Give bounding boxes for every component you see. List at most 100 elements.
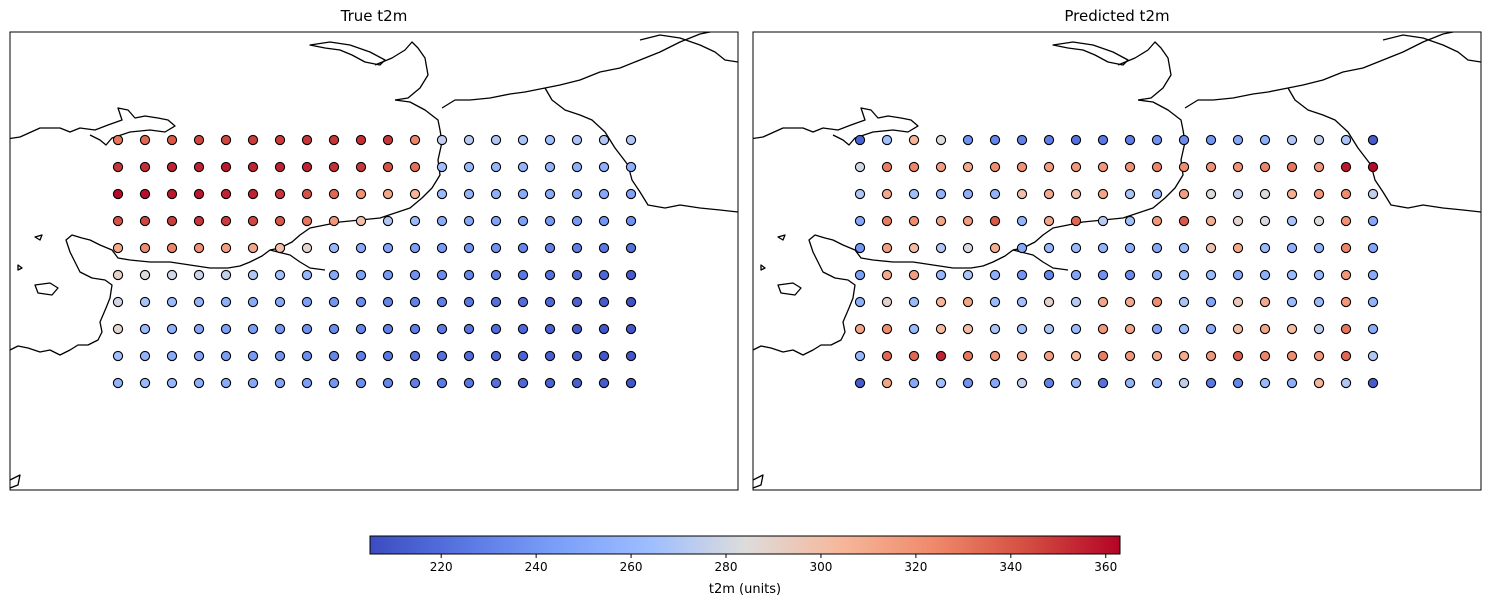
true-point-r0-c3 [193, 134, 205, 146]
true-point-r2-c14 [490, 188, 502, 200]
predicted-point-r1-c2 [908, 161, 920, 173]
predicted-point-r6-c3 [935, 296, 947, 308]
predicted-point-r9-c10 [1124, 377, 1136, 389]
predicted-point-r4-c8 [1070, 242, 1082, 254]
true-point-r0-c9 [355, 134, 367, 146]
predicted-point-r8-c9 [1097, 350, 1109, 362]
predicted-point-r4-c12 [1178, 242, 1190, 254]
predicted-point-r8-c5 [989, 350, 1001, 362]
predicted-point-r9-c14 [1232, 377, 1244, 389]
predicted-point-r7-c18 [1340, 323, 1352, 335]
true-point-r3-c8 [328, 215, 340, 227]
true-point-r7-c6 [274, 323, 286, 335]
true-point-r1-c9 [355, 161, 367, 173]
true-point-r3-c3 [193, 215, 205, 227]
true-point-r0-c15 [517, 134, 529, 146]
true-point-r0-c5 [247, 134, 259, 146]
predicted-point-r7-c10 [1124, 323, 1136, 335]
colorbar-label: t2m (units) [708, 582, 782, 597]
true-point-r5-c18 [598, 269, 610, 281]
true-point-r8-c19 [625, 350, 637, 362]
true-point-r4-c1 [139, 242, 151, 254]
predicted-point-r9-c8 [1070, 377, 1082, 389]
predicted-point-r7-c1 [881, 323, 893, 335]
predicted-point-r5-c7 [1043, 269, 1055, 281]
true-point-r9-c10 [382, 377, 394, 389]
true-point-r5-c8 [328, 269, 340, 281]
predicted-point-r8-c18 [1340, 350, 1352, 362]
predicted-point-r5-c5 [989, 269, 1001, 281]
true-point-r2-c12 [436, 188, 448, 200]
true-point-r1-c11 [409, 161, 421, 173]
true-point-r2-c9 [355, 188, 367, 200]
true-point-r5-c9 [355, 269, 367, 281]
predicted-point-r4-c1 [881, 242, 893, 254]
predicted-point-r9-c3 [935, 377, 947, 389]
predicted-point-r8-c4 [962, 350, 974, 362]
predicted-point-r2-c13 [1205, 188, 1217, 200]
true-point-r6-c14 [490, 296, 502, 308]
true-point-r7-c2 [166, 323, 178, 335]
predicted-point-r0-c0 [854, 134, 866, 146]
true-point-r5-c3 [193, 269, 205, 281]
true-point-r4-c16 [544, 242, 556, 254]
predicted-point-r2-c10 [1124, 188, 1136, 200]
true-point-r3-c14 [490, 215, 502, 227]
true-point-r7-c18 [598, 323, 610, 335]
predicted-point-r7-c0 [854, 323, 866, 335]
true-point-r4-c8 [328, 242, 340, 254]
predicted-point-r9-c15 [1259, 377, 1271, 389]
true-point-r5-c5 [247, 269, 259, 281]
true-point-r0-c11 [409, 134, 421, 146]
predicted-point-r6-c15 [1259, 296, 1271, 308]
true-point-r4-c3 [193, 242, 205, 254]
predicted-point-r4-c4 [962, 242, 974, 254]
true-point-r2-c2 [166, 188, 178, 200]
predicted-point-r9-c0 [854, 377, 866, 389]
true-point-r9-c17 [571, 377, 583, 389]
true-point-r1-c0 [112, 161, 124, 173]
true-point-r7-c3 [193, 323, 205, 335]
true-point-r4-c7 [301, 242, 313, 254]
true-point-r6-c9 [355, 296, 367, 308]
true-point-r1-c2 [166, 161, 178, 173]
predicted-point-r4-c2 [908, 242, 920, 254]
predicted-point-r1-c12 [1178, 161, 1190, 173]
true-point-r9-c15 [517, 377, 529, 389]
true-point-r8-c17 [571, 350, 583, 362]
predicted-point-r3-c2 [908, 215, 920, 227]
true-point-r9-c11 [409, 377, 421, 389]
predicted-point-r8-c1 [881, 350, 893, 362]
predicted-point-r3-c15 [1259, 215, 1271, 227]
true-point-r1-c8 [328, 161, 340, 173]
predicted-point-r5-c13 [1205, 269, 1217, 281]
predicted-point-r1-c18 [1340, 161, 1352, 173]
predicted-point-r1-c1 [881, 161, 893, 173]
predicted-point-r7-c17 [1313, 323, 1325, 335]
predicted-point-r9-c12 [1178, 377, 1190, 389]
true-point-r5-c14 [490, 269, 502, 281]
predicted-point-r3-c3 [935, 215, 947, 227]
true-point-r4-c10 [382, 242, 394, 254]
true-point-r3-c16 [544, 215, 556, 227]
predicted-point-r6-c9 [1097, 296, 1109, 308]
predicted-point-r1-c10 [1124, 161, 1136, 173]
predicted-point-r6-c0 [854, 296, 866, 308]
true-point-r0-c8 [328, 134, 340, 146]
predicted-point-r9-c13 [1205, 377, 1217, 389]
true-point-r4-c2 [166, 242, 178, 254]
predicted-point-r4-c14 [1232, 242, 1244, 254]
true-point-r1-c6 [274, 161, 286, 173]
true-point-r9-c4 [220, 377, 232, 389]
predicted-point-r0-c19 [1367, 134, 1379, 146]
predicted-point-r4-c3 [935, 242, 947, 254]
true-point-r2-c11 [409, 188, 421, 200]
scatter-points-predicted [854, 134, 1379, 389]
true-point-r8-c13 [463, 350, 475, 362]
true-point-r4-c14 [490, 242, 502, 254]
true-point-r5-c17 [571, 269, 583, 281]
colorbar-ticks: 220 240 260 280 300 320 340 360 [430, 554, 1117, 574]
true-point-r1-c12 [436, 161, 448, 173]
predicted-point-r6-c19 [1367, 296, 1379, 308]
